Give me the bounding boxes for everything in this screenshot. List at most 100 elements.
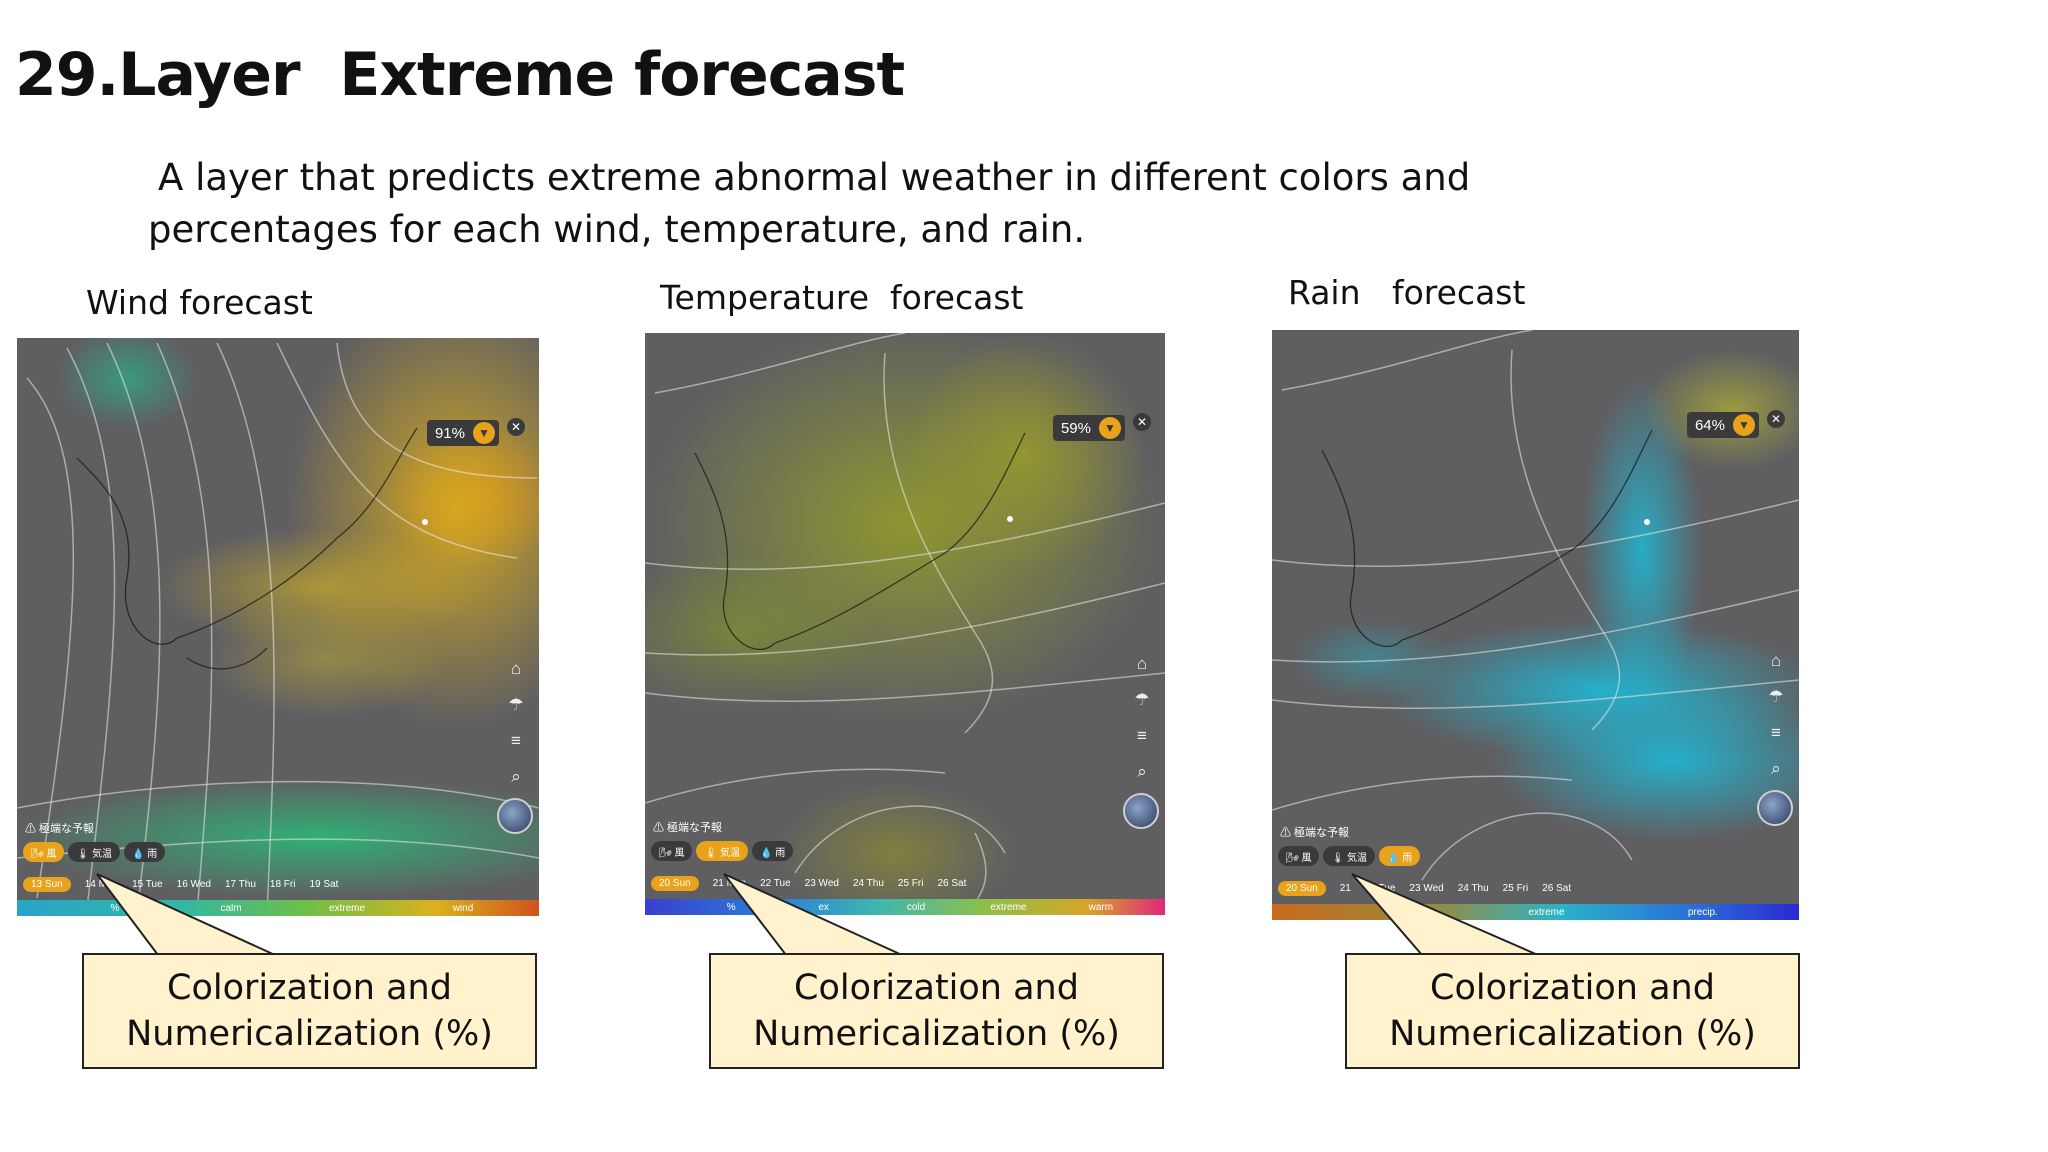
legend-label: warm bbox=[1088, 901, 1114, 913]
day-item[interactable]: 26 Sat bbox=[1542, 883, 1572, 894]
map-toolbar: ⌂ ☂ ≡ ⌕ bbox=[505, 660, 527, 786]
callout-text: Colorization and bbox=[1430, 968, 1715, 1008]
chevron-down-icon[interactable]: ▼ bbox=[1733, 414, 1755, 436]
callout-box: Colorization and Numericalization (%) bbox=[709, 953, 1164, 1069]
description-line: A layer that predicts extreme abnormal w… bbox=[158, 156, 1471, 199]
umbrella-icon[interactable]: ☂ bbox=[508, 695, 524, 714]
home-icon[interactable]: ⌂ bbox=[510, 659, 522, 678]
callout-text: Colorization and bbox=[794, 968, 1079, 1008]
percent-value: 59% bbox=[1060, 419, 1091, 437]
temperature-forecast-map[interactable]: 59% ▼ ✕ ⌂ ☂ ≡ ⌕ ⚠ 極端な予報 🌬 風 🌡 気温 💧 雨 20 … bbox=[645, 333, 1165, 915]
home-icon[interactable]: ⌂ bbox=[1770, 651, 1782, 670]
wind-forecast-map[interactable]: 91% ▼ ✕ ⌂ ☂ ≡ ⌕ ⚠ 極端な予報 🌬 風 🌡 気温 💧 雨 13 … bbox=[17, 338, 539, 916]
layer-selector: 🌬 風 🌡 気温 💧 雨 bbox=[1278, 846, 1421, 866]
layer-chip-temperature[interactable]: 🌡 気温 bbox=[68, 842, 120, 862]
day-item[interactable]: 26 Sat bbox=[937, 878, 967, 889]
callout-text: Numericalization (%) bbox=[1389, 1014, 1756, 1054]
panel-label-rain: Rain forecast bbox=[1288, 273, 1526, 312]
day-item[interactable]: 17 Thu bbox=[224, 879, 256, 890]
callout-box: Colorization and Numericalization (%) bbox=[1345, 953, 1800, 1069]
timeline: 20 Sun 21 Mon 22 Tue 23 Wed 24 Thu 25 Fr… bbox=[651, 876, 1155, 891]
day-item[interactable]: 22 Tue bbox=[1364, 883, 1396, 894]
close-icon[interactable]: ✕ bbox=[1767, 410, 1785, 428]
search-icon[interactable]: ⌕ bbox=[1771, 759, 1781, 778]
chevron-down-icon[interactable]: ▼ bbox=[1099, 417, 1121, 439]
search-icon[interactable]: ⌕ bbox=[511, 767, 521, 786]
avatar[interactable] bbox=[1123, 793, 1159, 829]
timeline: 20 Sun 21 22 Tue 23 Wed 24 Thu 25 Fri 26… bbox=[1278, 881, 1789, 896]
percent-readout[interactable]: 91% ▼ bbox=[426, 420, 499, 446]
day-item[interactable]: 18 Fri bbox=[269, 879, 296, 890]
legend-label: % bbox=[726, 901, 736, 913]
layer-chip-wind[interactable]: 🌬 風 bbox=[1278, 846, 1320, 866]
layer-selector: 🌬 風 🌡 気温 💧 雨 bbox=[23, 842, 166, 862]
percent-readout[interactable]: 59% ▼ bbox=[1052, 415, 1125, 441]
day-item[interactable]: 15 Tue bbox=[132, 879, 163, 890]
warning-label: ⚠ 極端な予報 bbox=[1280, 827, 1350, 839]
layer-selector: 🌬 風 🌡 気温 💧 雨 bbox=[651, 841, 794, 861]
close-icon[interactable]: ✕ bbox=[1133, 413, 1151, 431]
day-item[interactable]: 14 Mon bbox=[84, 879, 119, 890]
layer-chip-wind[interactable]: 🌬 風 bbox=[23, 842, 65, 862]
day-item[interactable]: 24 Thu bbox=[852, 878, 884, 889]
callout-box: Colorization and Numericalization (%) bbox=[82, 953, 537, 1069]
day-item[interactable]: 22 Tue bbox=[760, 878, 791, 889]
day-item[interactable]: 19 Sat bbox=[309, 879, 339, 890]
day-item[interactable]: 20 Sun bbox=[1278, 881, 1326, 896]
close-icon[interactable]: ✕ bbox=[507, 418, 525, 436]
search-icon[interactable]: ⌕ bbox=[1137, 762, 1147, 781]
day-item[interactable]: 21 Mon bbox=[712, 878, 747, 889]
description-line: percentages for each wind, temperature, … bbox=[148, 208, 1086, 251]
menu-icon[interactable]: ≡ bbox=[1137, 726, 1147, 745]
menu-icon[interactable]: ≡ bbox=[1771, 723, 1781, 742]
rain-forecast-map[interactable]: 64% ▼ ✕ ⌂ ☂ ≡ ⌕ ⚠ 極端な予報 🌬 風 🌡 気温 💧 雨 20 … bbox=[1272, 330, 1799, 920]
layer-chip-wind[interactable]: 🌬 風 bbox=[651, 841, 693, 861]
slide-description: A layer that predicts extreme abnormal w… bbox=[148, 152, 1471, 256]
map-toolbar: ⌂ ☂ ≡ ⌕ bbox=[1131, 655, 1153, 781]
avatar[interactable] bbox=[497, 798, 533, 834]
color-legend: % calm extreme wind bbox=[17, 900, 539, 916]
warning-label: ⚠ 極端な予報 bbox=[25, 823, 95, 835]
legend-label: % bbox=[110, 902, 120, 914]
map-toolbar: ⌂ ☂ ≡ ⌕ bbox=[1765, 652, 1787, 778]
panel-label-wind: Wind forecast bbox=[86, 283, 313, 322]
warning-label: ⚠ 極端な予報 bbox=[653, 822, 723, 834]
day-item[interactable]: 16 Wed bbox=[176, 879, 211, 890]
legend-label: calm bbox=[220, 902, 242, 914]
day-item[interactable]: 25 Fri bbox=[1502, 883, 1529, 894]
layer-chip-rain[interactable]: 💧 雨 bbox=[751, 841, 794, 861]
isobar-lines bbox=[645, 333, 1165, 915]
day-item[interactable]: 23 Wed bbox=[1409, 883, 1444, 894]
panel-label-temperature: Temperature forecast bbox=[660, 278, 1024, 317]
callout-text: Colorization and bbox=[167, 968, 452, 1008]
umbrella-icon[interactable]: ☂ bbox=[1134, 690, 1150, 709]
percent-readout[interactable]: 64% ▼ bbox=[1686, 412, 1759, 438]
color-legend: % ex cold extreme warm bbox=[645, 899, 1165, 915]
legend-label: ex bbox=[818, 901, 829, 913]
timeline: 13 Sun 14 Mon 15 Tue 16 Wed 17 Thu 18 Fr… bbox=[23, 877, 529, 892]
color-legend: % extreme precip. bbox=[1272, 904, 1799, 920]
day-item[interactable]: 23 Wed bbox=[804, 878, 839, 889]
day-item[interactable]: 25 Fri bbox=[897, 878, 924, 889]
day-item[interactable]: 24 Thu bbox=[1457, 883, 1489, 894]
isobar-lines bbox=[1272, 330, 1799, 881]
avatar[interactable] bbox=[1757, 790, 1793, 826]
layer-chip-rain[interactable]: 💧 雨 bbox=[123, 842, 166, 862]
day-item[interactable]: 21 bbox=[1339, 883, 1351, 894]
legend-label: extreme bbox=[328, 902, 366, 914]
layer-chip-temperature[interactable]: 🌡 気温 bbox=[696, 841, 748, 861]
layer-chip-rain[interactable]: 💧 雨 bbox=[1378, 846, 1421, 866]
layer-chip-temperature[interactable]: 🌡 気温 bbox=[1323, 846, 1375, 866]
legend-label: extreme bbox=[990, 901, 1027, 913]
legend-label: % bbox=[1385, 906, 1395, 918]
chevron-down-icon[interactable]: ▼ bbox=[473, 422, 495, 444]
callout-text: Numericalization (%) bbox=[126, 1014, 493, 1054]
legend-label: extreme bbox=[1528, 906, 1565, 918]
day-item[interactable]: 20 Sun bbox=[651, 876, 699, 891]
legend-label: cold bbox=[906, 901, 926, 913]
day-item[interactable]: 13 Sun bbox=[23, 877, 71, 892]
menu-icon[interactable]: ≡ bbox=[511, 731, 521, 750]
umbrella-icon[interactable]: ☂ bbox=[1768, 687, 1784, 706]
home-icon[interactable]: ⌂ bbox=[1136, 654, 1148, 673]
slide-title: 29.Layer Extreme forecast bbox=[15, 40, 905, 110]
